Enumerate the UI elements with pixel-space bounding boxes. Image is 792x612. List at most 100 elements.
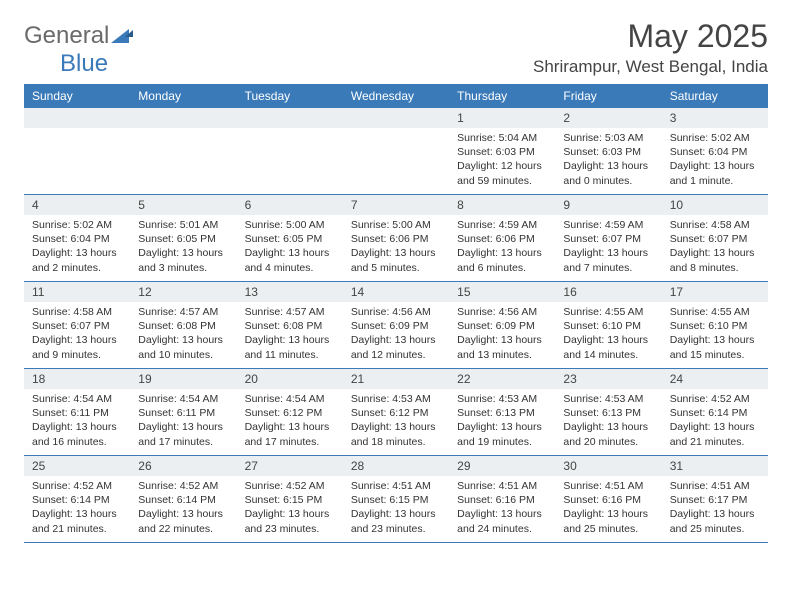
brand-name-a: General [24,22,109,49]
day-cell: 14Sunrise: 4:56 AMSunset: 6:09 PMDayligh… [343,282,449,368]
day-number [130,108,236,128]
day-details: Sunrise: 5:02 AMSunset: 6:04 PMDaylight:… [24,215,130,280]
dow-cell: Wednesday [343,84,449,108]
day-details: Sunrise: 4:56 AMSunset: 6:09 PMDaylight:… [449,302,555,367]
day-details: Sunrise: 4:52 AMSunset: 6:14 PMDaylight:… [24,476,130,541]
day-number: 22 [449,369,555,389]
day-cell: 12Sunrise: 4:57 AMSunset: 6:08 PMDayligh… [130,282,236,368]
day-cell: 20Sunrise: 4:54 AMSunset: 6:12 PMDayligh… [237,369,343,455]
day-number: 24 [662,369,768,389]
day-number: 10 [662,195,768,215]
day-cell: 19Sunrise: 4:54 AMSunset: 6:11 PMDayligh… [130,369,236,455]
day-details: Sunrise: 4:53 AMSunset: 6:13 PMDaylight:… [449,389,555,454]
dow-cell: Saturday [662,84,768,108]
day-number: 31 [662,456,768,476]
day-details [237,128,343,136]
day-cell: 7Sunrise: 5:00 AMSunset: 6:06 PMDaylight… [343,195,449,281]
day-cell: 4Sunrise: 5:02 AMSunset: 6:04 PMDaylight… [24,195,130,281]
day-details: Sunrise: 5:00 AMSunset: 6:06 PMDaylight:… [343,215,449,280]
brand-triangle-icon [111,22,133,50]
day-cell: 1Sunrise: 5:04 AMSunset: 6:03 PMDaylight… [449,108,555,194]
day-number [24,108,130,128]
header: General Blue May 2025 Shrirampur, West B… [24,18,768,78]
day-details: Sunrise: 4:54 AMSunset: 6:12 PMDaylight:… [237,389,343,454]
day-details: Sunrise: 4:54 AMSunset: 6:11 PMDaylight:… [24,389,130,454]
location: Shrirampur, West Bengal, India [533,57,768,77]
day-cell: 30Sunrise: 4:51 AMSunset: 6:16 PMDayligh… [555,456,661,542]
day-cell: 28Sunrise: 4:51 AMSunset: 6:15 PMDayligh… [343,456,449,542]
day-cell: 6Sunrise: 5:00 AMSunset: 6:05 PMDaylight… [237,195,343,281]
day-number: 27 [237,456,343,476]
day-cell: 13Sunrise: 4:57 AMSunset: 6:08 PMDayligh… [237,282,343,368]
day-number: 14 [343,282,449,302]
day-details: Sunrise: 4:51 AMSunset: 6:17 PMDaylight:… [662,476,768,541]
day-cell: 31Sunrise: 4:51 AMSunset: 6:17 PMDayligh… [662,456,768,542]
week-row: 18Sunrise: 4:54 AMSunset: 6:11 PMDayligh… [24,369,768,456]
day-cell: 18Sunrise: 4:54 AMSunset: 6:11 PMDayligh… [24,369,130,455]
day-cell: 10Sunrise: 4:58 AMSunset: 6:07 PMDayligh… [662,195,768,281]
day-number: 13 [237,282,343,302]
day-details: Sunrise: 4:59 AMSunset: 6:06 PMDaylight:… [449,215,555,280]
day-number: 30 [555,456,661,476]
day-number: 26 [130,456,236,476]
day-number: 17 [662,282,768,302]
day-details: Sunrise: 5:04 AMSunset: 6:03 PMDaylight:… [449,128,555,193]
day-number: 4 [24,195,130,215]
month-title: May 2025 [533,18,768,55]
day-details: Sunrise: 4:52 AMSunset: 6:14 PMDaylight:… [662,389,768,454]
day-number: 2 [555,108,661,128]
day-details: Sunrise: 5:00 AMSunset: 6:05 PMDaylight:… [237,215,343,280]
day-number: 6 [237,195,343,215]
day-details: Sunrise: 4:52 AMSunset: 6:15 PMDaylight:… [237,476,343,541]
day-cell: 22Sunrise: 4:53 AMSunset: 6:13 PMDayligh… [449,369,555,455]
day-cell: 11Sunrise: 4:58 AMSunset: 6:07 PMDayligh… [24,282,130,368]
day-number: 12 [130,282,236,302]
day-number: 8 [449,195,555,215]
week-row: 11Sunrise: 4:58 AMSunset: 6:07 PMDayligh… [24,282,768,369]
dow-header-row: SundayMondayTuesdayWednesdayThursdayFrid… [24,84,768,108]
day-details: Sunrise: 4:53 AMSunset: 6:13 PMDaylight:… [555,389,661,454]
day-details: Sunrise: 5:02 AMSunset: 6:04 PMDaylight:… [662,128,768,193]
day-details: Sunrise: 4:57 AMSunset: 6:08 PMDaylight:… [237,302,343,367]
day-cell: 8Sunrise: 4:59 AMSunset: 6:06 PMDaylight… [449,195,555,281]
day-number: 11 [24,282,130,302]
dow-cell: Thursday [449,84,555,108]
day-number: 1 [449,108,555,128]
day-cell [130,108,236,194]
brand-logo: General Blue [24,22,133,78]
day-number: 16 [555,282,661,302]
day-details: Sunrise: 4:51 AMSunset: 6:16 PMDaylight:… [449,476,555,541]
day-details [343,128,449,136]
week-row: 1Sunrise: 5:04 AMSunset: 6:03 PMDaylight… [24,108,768,195]
day-number: 20 [237,369,343,389]
day-cell: 26Sunrise: 4:52 AMSunset: 6:14 PMDayligh… [130,456,236,542]
day-details: Sunrise: 4:58 AMSunset: 6:07 PMDaylight:… [24,302,130,367]
day-details: Sunrise: 4:56 AMSunset: 6:09 PMDaylight:… [343,302,449,367]
week-row: 25Sunrise: 4:52 AMSunset: 6:14 PMDayligh… [24,456,768,543]
day-cell: 16Sunrise: 4:55 AMSunset: 6:10 PMDayligh… [555,282,661,368]
day-details [24,128,130,136]
day-cell: 3Sunrise: 5:02 AMSunset: 6:04 PMDaylight… [662,108,768,194]
day-number: 28 [343,456,449,476]
day-cell: 15Sunrise: 4:56 AMSunset: 6:09 PMDayligh… [449,282,555,368]
day-details: Sunrise: 4:59 AMSunset: 6:07 PMDaylight:… [555,215,661,280]
day-details: Sunrise: 5:01 AMSunset: 6:05 PMDaylight:… [130,215,236,280]
day-number: 15 [449,282,555,302]
day-details: Sunrise: 4:53 AMSunset: 6:12 PMDaylight:… [343,389,449,454]
day-details: Sunrise: 4:55 AMSunset: 6:10 PMDaylight:… [555,302,661,367]
day-number: 5 [130,195,236,215]
brand-name-b: Blue [60,50,108,77]
dow-cell: Friday [555,84,661,108]
day-details: Sunrise: 4:51 AMSunset: 6:16 PMDaylight:… [555,476,661,541]
day-number [237,108,343,128]
week-row: 4Sunrise: 5:02 AMSunset: 6:04 PMDaylight… [24,195,768,282]
day-number: 9 [555,195,661,215]
day-details: Sunrise: 5:03 AMSunset: 6:03 PMDaylight:… [555,128,661,193]
day-number: 29 [449,456,555,476]
day-number: 23 [555,369,661,389]
day-details: Sunrise: 4:51 AMSunset: 6:15 PMDaylight:… [343,476,449,541]
day-number: 25 [24,456,130,476]
dow-cell: Tuesday [237,84,343,108]
dow-cell: Monday [130,84,236,108]
day-cell: 21Sunrise: 4:53 AMSunset: 6:12 PMDayligh… [343,369,449,455]
